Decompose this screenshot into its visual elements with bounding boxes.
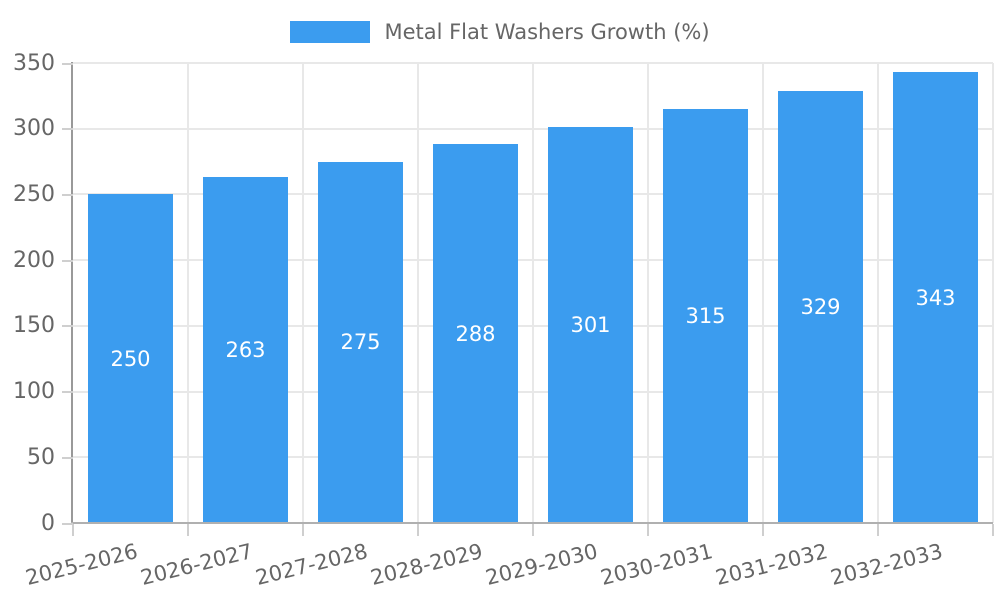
x-gridline	[187, 63, 189, 523]
x-gridline	[302, 63, 304, 523]
bar[interactable]	[548, 127, 633, 523]
bar[interactable]	[433, 144, 518, 523]
x-gridline	[877, 63, 879, 523]
x-gridline	[762, 63, 764, 523]
bar-value-label: 315	[685, 304, 726, 328]
y-tick-mark	[62, 128, 73, 131]
y-tick-mark	[62, 391, 73, 394]
legend-label: Metal Flat Washers Growth (%)	[384, 20, 710, 44]
x-tick-label: 2029-2030	[483, 539, 601, 591]
x-tick-mark	[302, 524, 304, 536]
x-tick-mark	[187, 524, 189, 536]
plot-area: 250 263 275 288 301 315 329 343	[73, 62, 994, 523]
x-tick-mark	[992, 524, 994, 536]
x-tick-label: 2032-2033	[828, 539, 946, 591]
x-gridline	[647, 63, 649, 523]
y-tick-label: 150	[13, 313, 55, 339]
y-tick-mark	[62, 325, 73, 328]
y-tick-mark	[62, 456, 73, 459]
bar[interactable]	[318, 161, 403, 523]
legend-item[interactable]: Metal Flat Washers Growth (%)	[290, 20, 710, 44]
bar-value-label: 329	[800, 294, 841, 319]
bar[interactable]	[893, 72, 978, 523]
x-tick-mark	[417, 524, 419, 536]
x-gridline	[992, 63, 994, 523]
legend: Metal Flat Washers Growth (%)	[0, 21, 1000, 43]
x-tick-label: 2025-2026	[23, 539, 141, 591]
x-tick-label: 2026-2027	[138, 539, 256, 591]
bar-value-label: 250	[110, 346, 151, 371]
y-tick-mark	[62, 259, 73, 262]
y-tick-label: 300	[13, 116, 55, 142]
bar-value-label: 263	[225, 338, 266, 363]
y-axis-line	[71, 62, 73, 524]
y-tick-label: 200	[13, 247, 55, 273]
y-tick-mark	[62, 193, 73, 196]
bar-value-label: 288	[455, 321, 496, 346]
bar[interactable]	[663, 109, 748, 523]
x-tick-label: 2027-2028	[253, 539, 371, 591]
x-tick-mark	[72, 524, 74, 536]
legend-swatch-icon	[290, 21, 371, 43]
x-gridline	[532, 63, 534, 523]
bar[interactable]	[88, 194, 173, 523]
bar[interactable]	[203, 177, 288, 523]
x-tick-label: 2030-2031	[598, 539, 716, 591]
bar-value-label: 343	[915, 285, 956, 310]
x-tick-mark	[647, 524, 649, 536]
y-tick-label: 0	[41, 510, 55, 536]
x-gridline	[417, 63, 419, 523]
y-tick-label: 100	[13, 379, 55, 405]
y-tick-mark	[62, 522, 73, 525]
x-tick-mark	[532, 524, 534, 536]
bar-value-label: 301	[570, 313, 611, 338]
x-axis-line	[71, 522, 993, 524]
y-tick-mark	[62, 62, 73, 65]
x-tick-mark	[762, 524, 764, 536]
y-tick-label: 50	[27, 444, 55, 470]
bar-value-label: 275	[340, 330, 381, 355]
x-tick-label: 2028-2029	[368, 539, 486, 591]
x-tick-label: 2031-2032	[713, 539, 831, 591]
y-tick-label: 350	[13, 50, 55, 76]
y-tick-label: 250	[13, 181, 55, 207]
bar[interactable]	[778, 90, 863, 523]
x-tick-mark	[877, 524, 879, 536]
